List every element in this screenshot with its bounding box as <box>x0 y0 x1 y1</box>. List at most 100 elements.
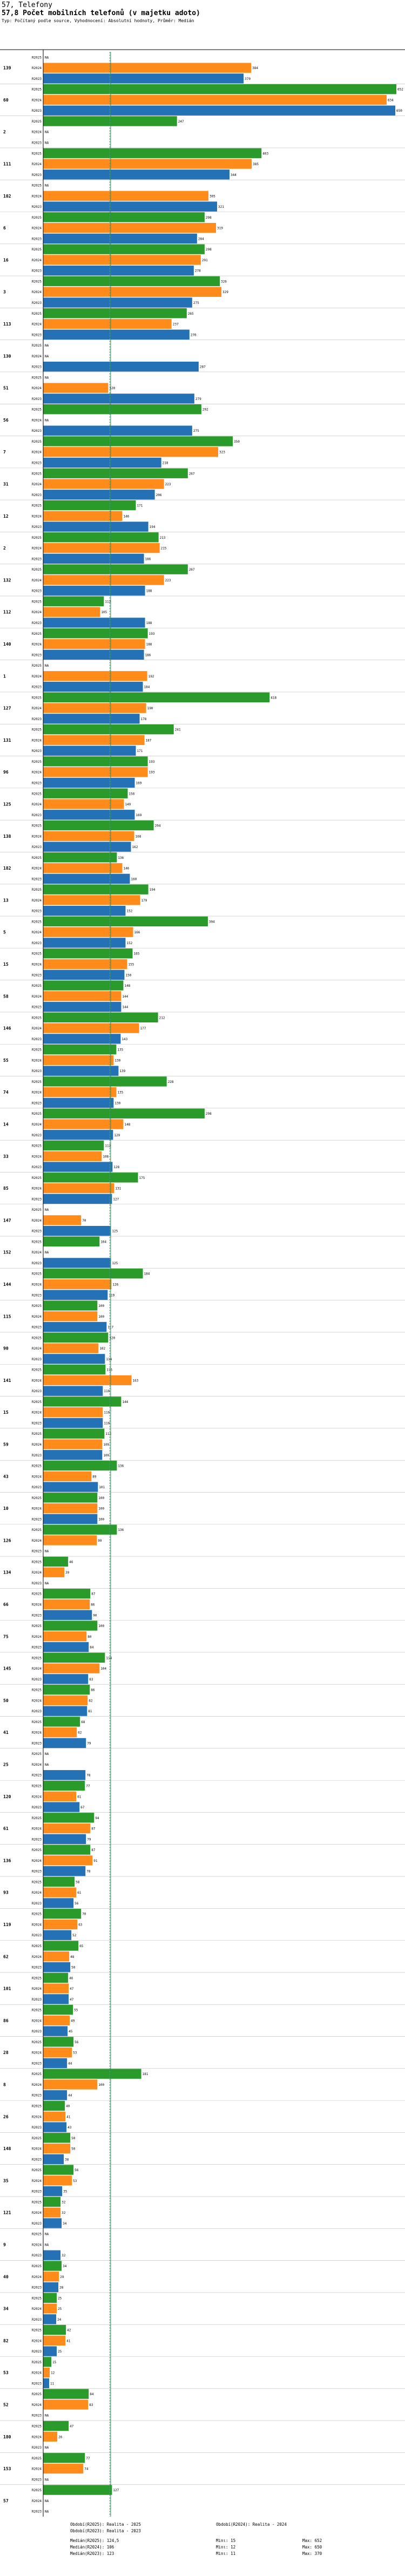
series-label: R2023 <box>32 2222 42 2226</box>
value-label: 279 <box>195 397 201 401</box>
series-label: R2025 <box>32 152 42 155</box>
bar-r2025 <box>43 1876 75 1887</box>
value-label: 228 <box>168 1080 174 1084</box>
series-label: R2023 <box>32 2254 42 2258</box>
series-label: R2023 <box>32 173 42 177</box>
value-label: 144 <box>122 1400 128 1404</box>
bar-r2025 <box>43 404 201 415</box>
value-label: 418 <box>271 696 276 700</box>
bar-r2023 <box>43 1706 87 1716</box>
group-label: 5 <box>3 930 6 935</box>
value-label: 81 <box>88 1710 92 1713</box>
series-label: R2024 <box>32 2435 42 2439</box>
value-label-na: NA <box>45 2243 49 2247</box>
series-label: R2023 <box>32 2478 42 2482</box>
series-label: R2024 <box>32 1699 42 1703</box>
series-label: R2023 <box>32 1934 42 1937</box>
bar-r2024 <box>43 287 222 297</box>
bar-r2023 <box>43 1450 103 1460</box>
value-label: 100 <box>98 1507 104 1511</box>
value-label: 165 <box>134 952 140 956</box>
bar-r2024 <box>43 1375 132 1386</box>
value-label: 70 <box>82 1219 86 1223</box>
bar-r2025 <box>43 1428 105 1439</box>
chart-title: 57,8 Počet mobilních telefonů (v majetku… <box>2 9 200 17</box>
value-label: 25 <box>58 2307 62 2311</box>
value-label: 87 <box>91 1592 96 1596</box>
footer-period-2025: Období(R2025): Realita - 2025 <box>70 2522 141 2527</box>
group-label: 28 <box>3 2050 9 2055</box>
value-label: 114 <box>106 1656 112 1660</box>
bar-r2024 <box>43 2015 70 2026</box>
group-label: 59 <box>3 1442 9 1447</box>
series-label: R2023 <box>32 2382 42 2385</box>
bar-r2025 <box>43 212 205 222</box>
bar-r2025 <box>43 2421 69 2431</box>
bar-r2025 <box>43 884 148 894</box>
group-label: 138 <box>3 834 11 839</box>
value-label: 26 <box>58 2435 63 2439</box>
value-label: 267 <box>189 472 195 476</box>
series-label: R2024 <box>32 2083 42 2087</box>
value-label: 190 <box>147 707 153 710</box>
series-label: R2024 <box>32 1571 42 1575</box>
bar-r2024 <box>43 575 164 585</box>
group-label: 74 <box>3 1090 9 1095</box>
value-label: 143 <box>122 1038 127 1041</box>
group-label: 102 <box>3 194 11 199</box>
value-label-na: NA <box>45 56 49 59</box>
series-label: R2024 <box>32 259 42 262</box>
series-label: R2024 <box>32 1251 42 1255</box>
series-label: R2023 <box>32 1038 42 1041</box>
value-label: 163 <box>133 1379 139 1382</box>
bar-r2023 <box>43 1514 98 1524</box>
bar-r2025 <box>43 2165 74 2175</box>
value-label: 120 <box>109 1336 115 1340</box>
bar-r2023 <box>43 873 130 884</box>
bar-r2025 <box>43 1909 82 1919</box>
series-label: R2023 <box>32 1421 42 1425</box>
value-label: 171 <box>137 749 143 753</box>
series-label: R2024 <box>32 867 42 871</box>
bar-r2024 <box>43 222 216 233</box>
bar-r2023 <box>43 457 161 468</box>
series-label: R2023 <box>32 1358 42 1361</box>
value-label: 67 <box>80 1806 85 1809</box>
value-label: 56 <box>75 2041 79 2044</box>
series-label: R2025 <box>32 1304 42 1308</box>
group-label: 14 <box>3 1122 9 1127</box>
bar-r2023 <box>43 2122 67 2132</box>
group-label: 15 <box>3 962 9 967</box>
value-label: 186 <box>145 557 151 561</box>
bar-r2023 <box>43 1130 113 1140</box>
value-label: 32 <box>62 2254 66 2258</box>
series-label: R2024 <box>32 547 42 551</box>
series-label: R2024 <box>32 2243 42 2247</box>
bar-r2025 <box>43 1621 98 1631</box>
series-label: R2024 <box>32 1667 42 1671</box>
bar-r2025 <box>43 628 148 639</box>
series-label: R2024 <box>32 643 42 647</box>
value-label: 84 <box>90 2392 94 2396</box>
series-label: R2024 <box>32 1635 42 1639</box>
value-label: 292 <box>202 408 208 412</box>
series-label: R2023 <box>32 1774 42 1778</box>
series-label: R2024 <box>32 514 42 518</box>
bar-r2023 <box>43 2090 68 2100</box>
bar-r2024 <box>43 94 387 105</box>
series-label: R2023 <box>32 686 42 689</box>
value-label: 35 <box>63 2190 68 2194</box>
bar-r2023 <box>43 361 199 372</box>
value-label: 47 <box>70 1987 74 1991</box>
bar-r2024 <box>43 2175 72 2186</box>
value-label: 287 <box>200 365 206 369</box>
series-label: R2023 <box>32 77 42 81</box>
value-label-na: NA <box>45 344 49 348</box>
footer-period-2023: Období(R2023): Realita - 2023 <box>70 2528 141 2533</box>
series-label: R2024 <box>32 1827 42 1831</box>
series-label: R2025 <box>32 472 42 476</box>
bar-r2023 <box>43 970 125 980</box>
series-label: R2023 <box>32 493 42 497</box>
value-label: 82 <box>89 1699 93 1703</box>
value-label: 188 <box>146 621 152 625</box>
